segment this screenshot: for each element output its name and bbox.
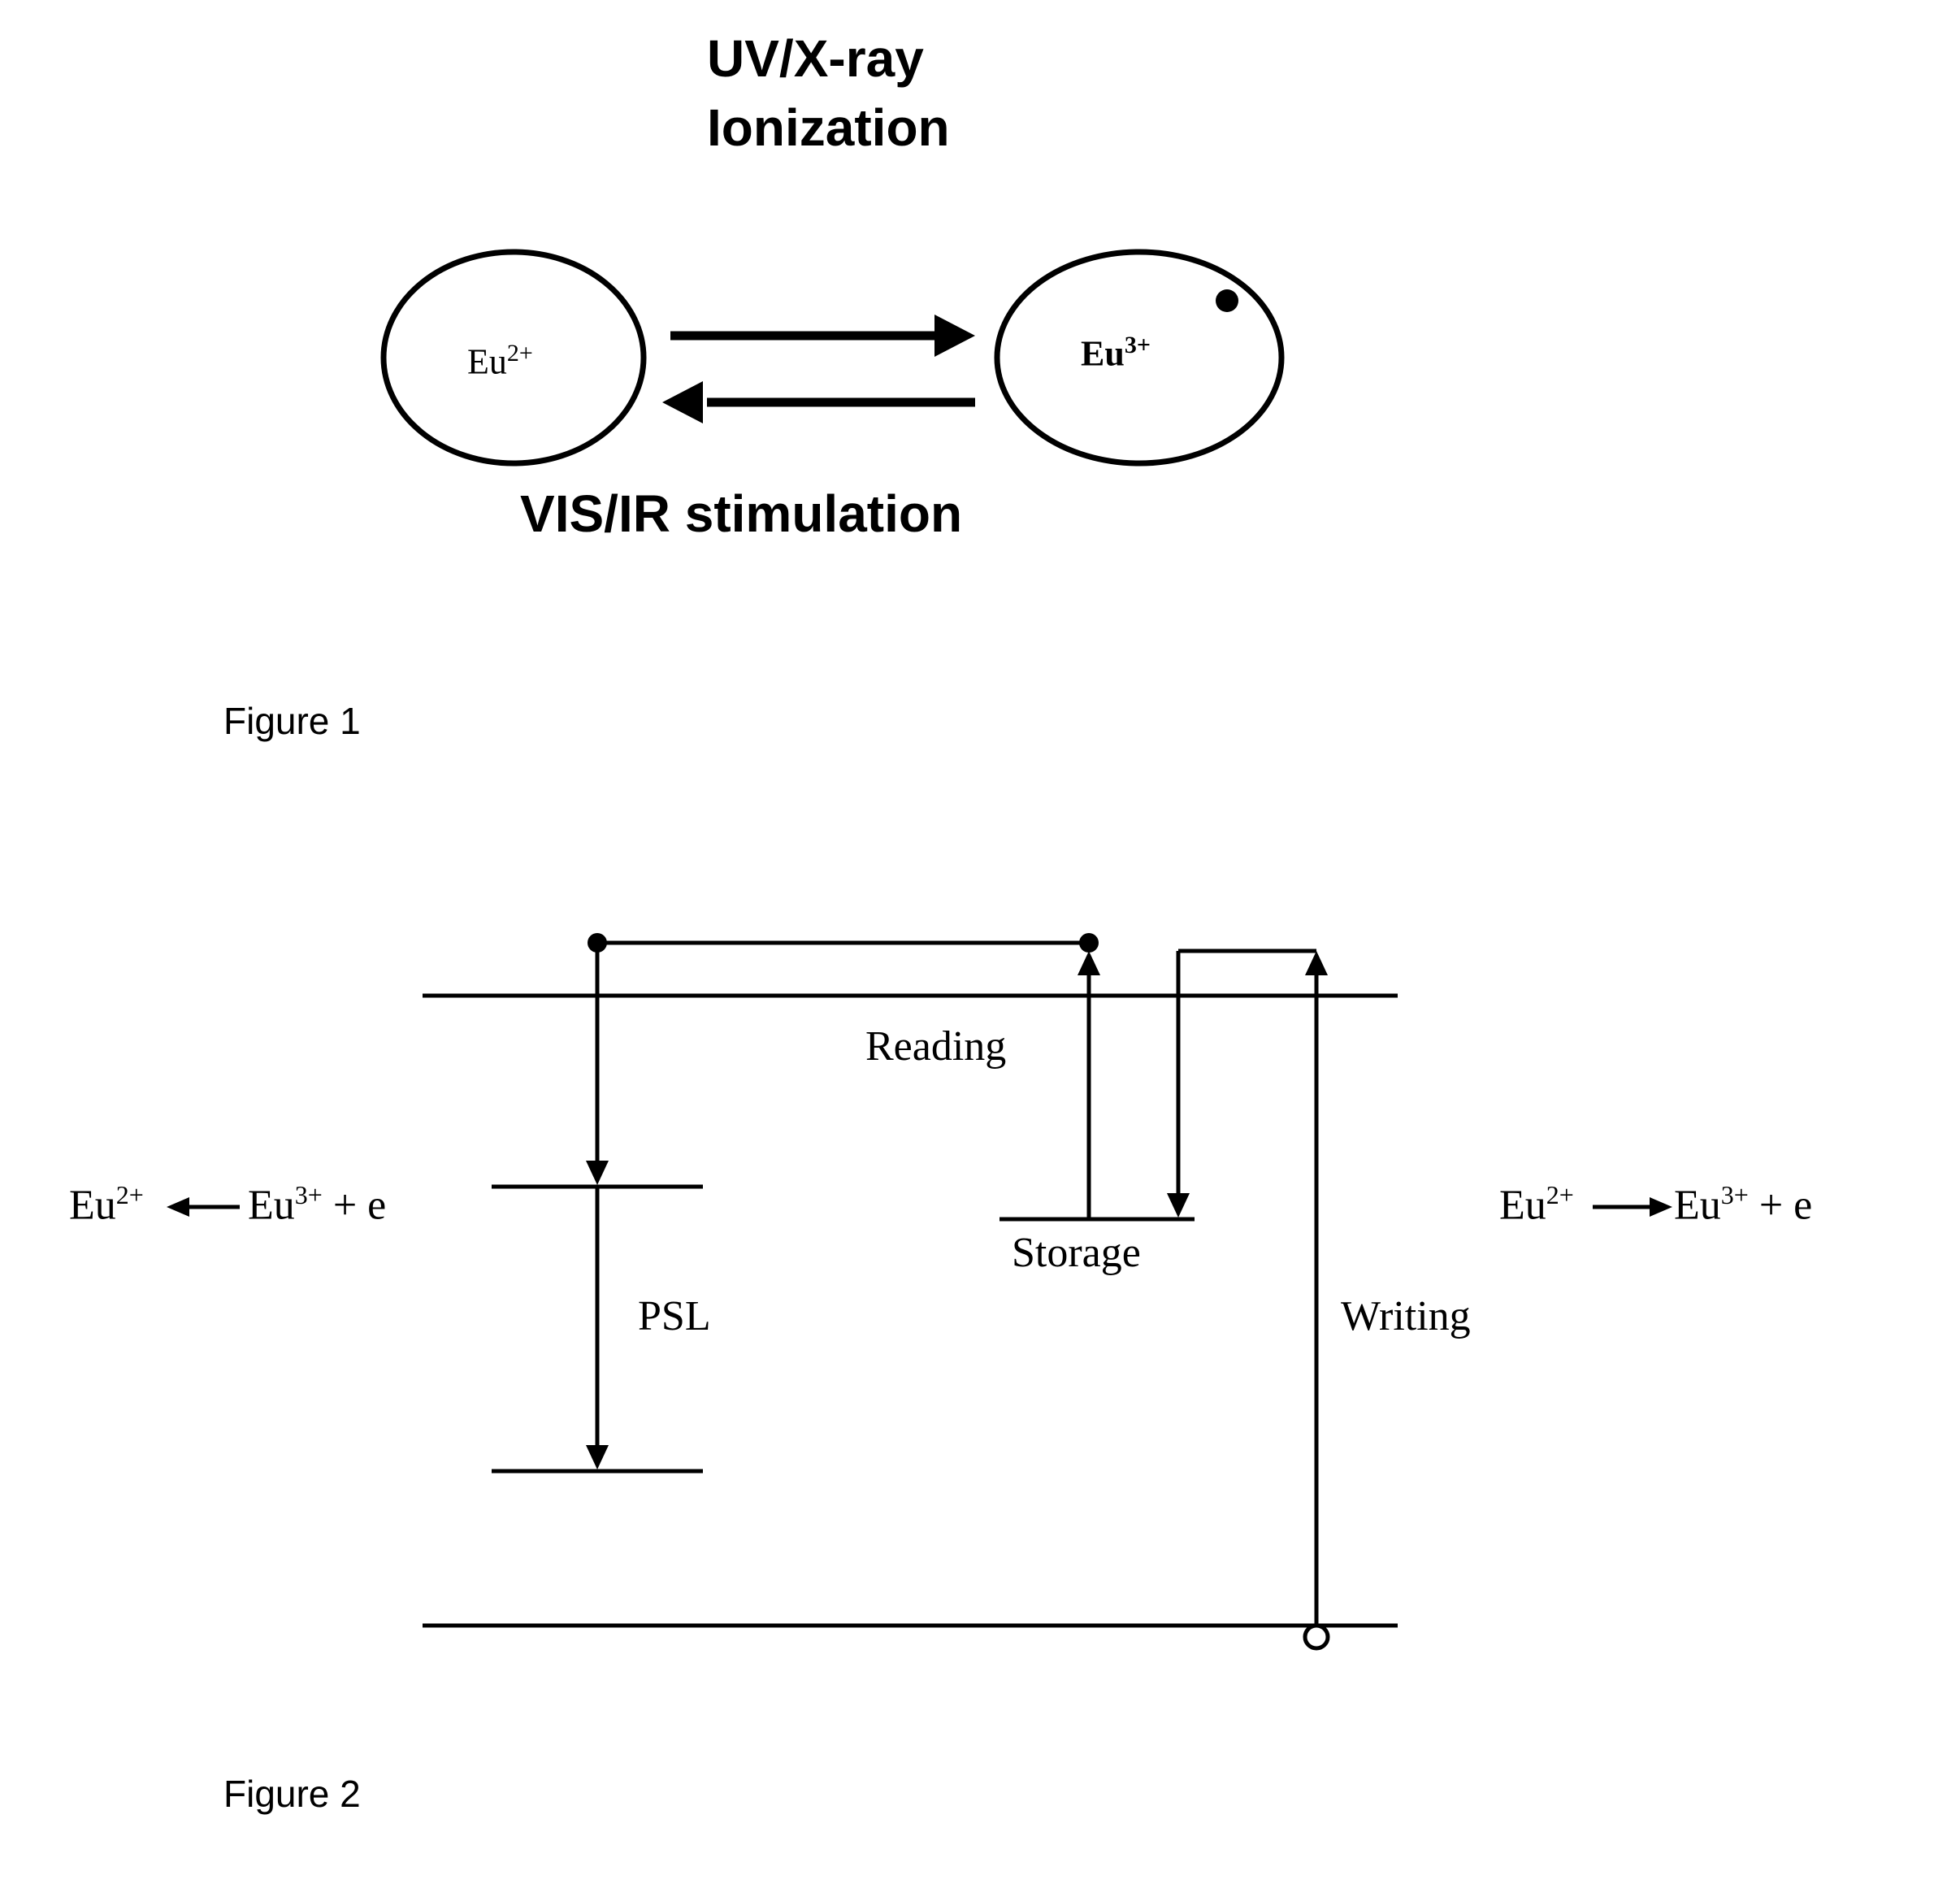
fig2-arrow-left-down-icon <box>586 943 609 1185</box>
fig2-right-eq-eu3-sup: 3+ <box>1721 1180 1749 1209</box>
fig2-left-eq-eu2-sup: 2+ <box>116 1180 144 1209</box>
fig2-right-eq-eu2-base: Eu <box>1499 1182 1546 1228</box>
fig2-right-eq-arrow-icon <box>1593 1197 1672 1217</box>
fig2-arrow-storage-down-icon <box>1167 951 1190 1218</box>
fig2-arrow-reading-up-icon <box>1078 951 1100 1219</box>
fig2-left-eq-eu3-base: Eu <box>248 1182 295 1228</box>
fig2-arrow-psl-down-icon <box>586 1187 609 1469</box>
fig2-psl-label: PSL <box>638 1292 711 1340</box>
fig2-writing-label: Writing <box>1341 1292 1471 1340</box>
fig2-reading-label: Reading <box>865 1022 1006 1070</box>
fig2-right-eq-eu3-base: Eu <box>1674 1182 1721 1228</box>
fig2-svg <box>0 0 1960 1897</box>
fig2-left-eq-eu3: Eu3+ + e <box>248 1180 386 1229</box>
fig2-right-eq-eu2: Eu2+ <box>1499 1180 1574 1229</box>
fig2-right-eq-eu2-sup: 2+ <box>1546 1180 1574 1209</box>
fig2-caption: Figure 2 <box>223 1772 361 1816</box>
fig2-storage-label: Storage <box>1012 1229 1141 1277</box>
fig2-left-eq-eu2-base: Eu <box>69 1182 116 1228</box>
fig2-arrow-writing-up-icon <box>1305 951 1328 1624</box>
fig2-right-eq-plus-e: + e <box>1749 1182 1812 1228</box>
fig2-hole-open-circle-icon <box>1305 1626 1328 1648</box>
fig2-left-eq-eu3-sup: 3+ <box>295 1180 323 1209</box>
fig2-left-eq-eu2: Eu2+ <box>69 1180 144 1229</box>
fig2-top-connector-dot-right <box>1079 933 1099 953</box>
fig2-left-eq-arrow-icon <box>167 1197 240 1217</box>
fig2-left-eq-plus-e: + e <box>323 1182 386 1228</box>
fig2-right-eq-eu3: Eu3+ + e <box>1674 1180 1812 1229</box>
